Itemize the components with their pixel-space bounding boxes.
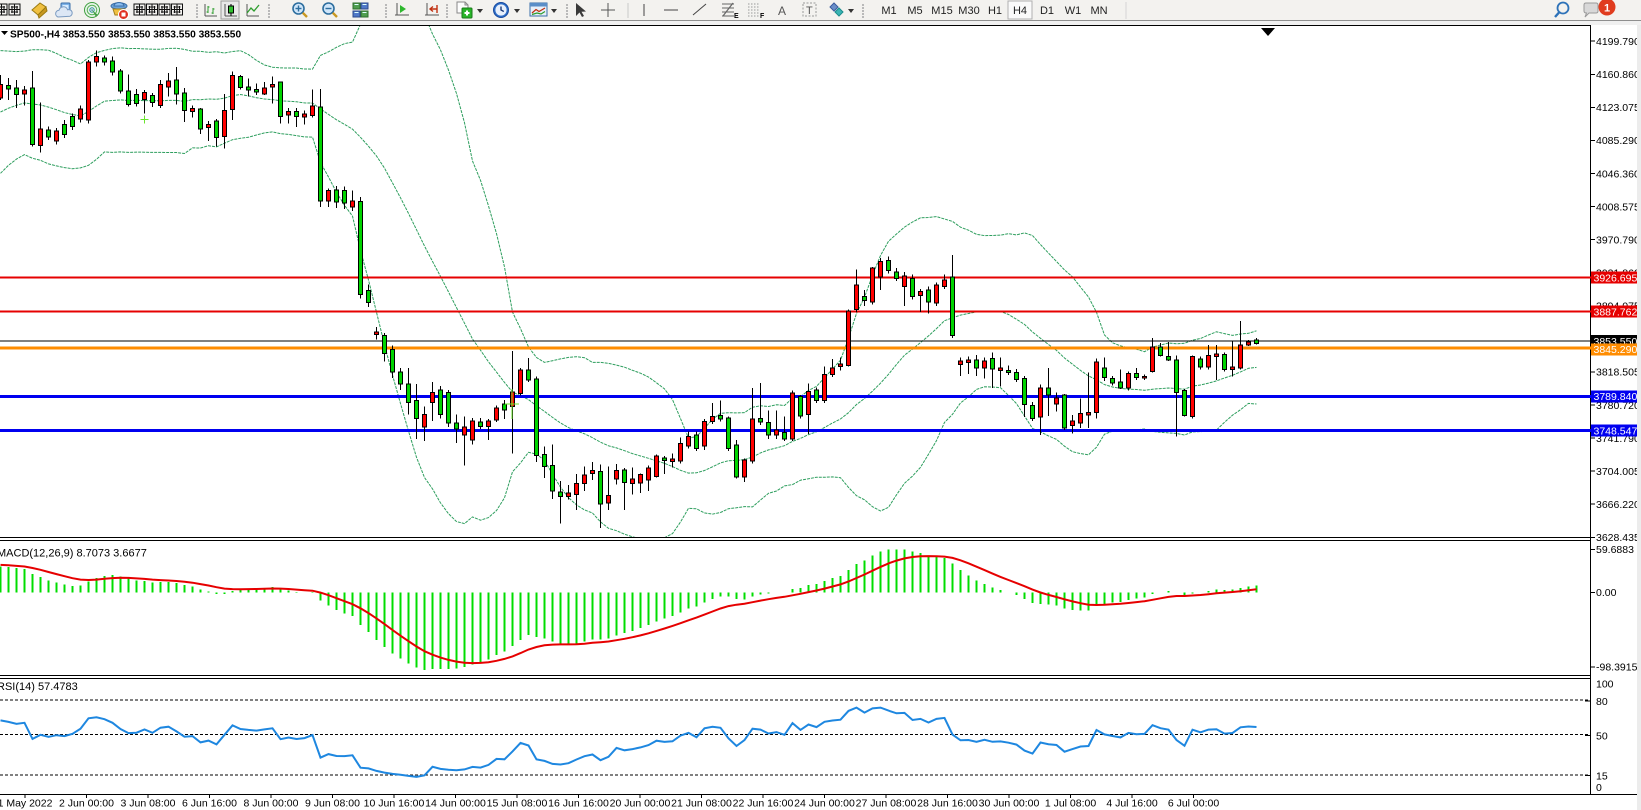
svg-text:3704.005: 3704.005 (1596, 466, 1640, 478)
svg-text:RSI(14) 57.4783: RSI(14) 57.4783 (0, 681, 78, 693)
svg-text:D1: D1 (1040, 5, 1054, 17)
svg-text:59.6883: 59.6883 (1596, 544, 1634, 556)
svg-text:15: 15 (1596, 771, 1608, 783)
svg-text:SP500-,H4 3853.550 3853.550 3: SP500-,H4 3853.550 3853.550 3853.550 385… (10, 30, 241, 41)
svg-text:M30: M30 (958, 5, 979, 17)
svg-text:3970.790: 3970.790 (1596, 234, 1640, 246)
svg-text:3887.762: 3887.762 (1594, 306, 1638, 318)
svg-text:M15: M15 (931, 5, 952, 17)
svg-text:50: 50 (1596, 731, 1608, 743)
svg-text:3780.720: 3780.720 (1596, 400, 1640, 412)
svg-text:30 Jun 00:00: 30 Jun 00:00 (979, 798, 1040, 810)
svg-text:3845.290: 3845.290 (1594, 344, 1638, 356)
svg-text:3926.695: 3926.695 (1594, 272, 1638, 284)
svg-text:0: 0 (1596, 782, 1602, 794)
svg-text:A: A (778, 4, 786, 18)
svg-text:E: E (734, 13, 739, 20)
svg-text:3666.220: 3666.220 (1596, 499, 1640, 511)
svg-text:4160.860: 4160.860 (1596, 69, 1640, 81)
svg-text:0.00: 0.00 (1596, 587, 1617, 599)
svg-text:8 Jun 00:00: 8 Jun 00:00 (244, 798, 299, 810)
svg-text:T: T (806, 5, 813, 17)
svg-text:4 Jul 16:00: 4 Jul 16:00 (1106, 798, 1158, 810)
svg-text:28 Jun 16:00: 28 Jun 16:00 (917, 798, 978, 810)
svg-text:4199.790: 4199.790 (1596, 36, 1640, 48)
svg-text:24 Jun 00:00: 24 Jun 00:00 (794, 798, 855, 810)
svg-text:6 Jun 16:00: 6 Jun 16:00 (182, 798, 237, 810)
svg-text:M5: M5 (907, 5, 922, 17)
svg-text:22 Jun 16:00: 22 Jun 16:00 (733, 798, 794, 810)
svg-text:3818.505: 3818.505 (1596, 367, 1640, 379)
svg-text:F: F (760, 13, 765, 20)
svg-text:M1: M1 (881, 5, 896, 17)
svg-text:-98.3915: -98.3915 (1596, 662, 1638, 674)
svg-text:15 Jun 08:00: 15 Jun 08:00 (487, 798, 548, 810)
svg-text:21 Jun 08:00: 21 Jun 08:00 (671, 798, 732, 810)
svg-text:4046.360: 4046.360 (1596, 168, 1640, 180)
svg-text:1: 1 (1604, 2, 1610, 14)
svg-text:4008.575: 4008.575 (1596, 201, 1640, 213)
svg-text:10 Jun 16:00: 10 Jun 16:00 (364, 798, 425, 810)
svg-text:16 Jun 16:00: 16 Jun 16:00 (548, 798, 609, 810)
svg-text:3789.840: 3789.840 (1594, 391, 1638, 403)
svg-text:MN: MN (1090, 5, 1107, 17)
svg-text:4085.290: 4085.290 (1596, 135, 1640, 147)
svg-text:3748.547: 3748.547 (1594, 426, 1638, 438)
svg-text:W1: W1 (1065, 5, 1082, 17)
svg-text:H1: H1 (988, 5, 1002, 17)
svg-text:20 Jun 00:00: 20 Jun 00:00 (610, 798, 671, 810)
svg-text:H4: H4 (1013, 5, 1027, 17)
svg-text:3 Jun 08:00: 3 Jun 08:00 (121, 798, 176, 810)
svg-text:1 May 2022: 1 May 2022 (0, 798, 53, 810)
svg-text:1 Jul 08:00: 1 Jul 08:00 (1045, 798, 1097, 810)
svg-text:27 Jun 08:00: 27 Jun 08:00 (856, 798, 917, 810)
svg-text:3628.435: 3628.435 (1596, 532, 1640, 544)
svg-text:2 Jun 00:00: 2 Jun 00:00 (59, 798, 114, 810)
svg-text:MACD(12,26,9) 8.7073 3.6677: MACD(12,26,9) 8.7073 3.6677 (0, 548, 147, 560)
svg-text:9 Jun 08:00: 9 Jun 08:00 (305, 798, 360, 810)
svg-text:100: 100 (1596, 679, 1614, 691)
svg-text:14 Jun 00:00: 14 Jun 00:00 (425, 798, 486, 810)
svg-text:6 Jul 00:00: 6 Jul 00:00 (1168, 798, 1220, 810)
svg-text:80: 80 (1596, 696, 1608, 708)
svg-text:4123.075: 4123.075 (1596, 102, 1640, 114)
